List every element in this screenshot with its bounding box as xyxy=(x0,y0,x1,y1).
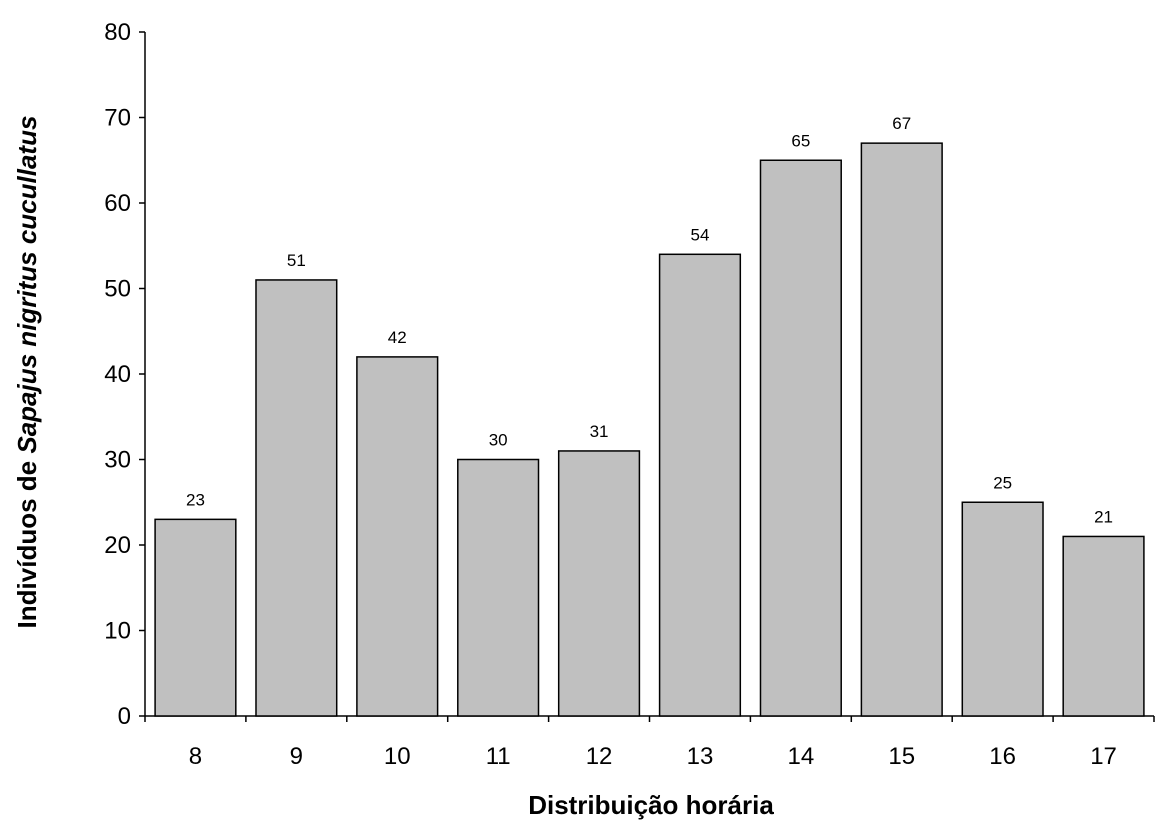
x-tick-label-13: 13 xyxy=(687,743,714,770)
y-axis-title: Indivíduos de Sapajus nigritus cucullatu… xyxy=(12,116,42,629)
y-tick-label: 10 xyxy=(104,618,131,645)
y-tick-label: 20 xyxy=(104,532,131,559)
y-axis: 0 10 20 30 40 50 60 70 80 xyxy=(104,19,146,730)
y-tick-label: 0 xyxy=(118,703,131,730)
data-label-14: 65 xyxy=(791,131,810,150)
y-tick-label: 50 xyxy=(104,276,131,303)
x-tick-label-12: 12 xyxy=(586,743,613,770)
x-tick-label-16: 16 xyxy=(989,743,1016,770)
bar-16 xyxy=(961,501,1044,717)
data-label-10: 42 xyxy=(388,328,407,347)
bar-12 xyxy=(557,450,641,717)
bar-10 xyxy=(356,356,439,717)
x-tick-label-9: 9 xyxy=(290,743,303,770)
y-tick-label: 30 xyxy=(104,447,131,474)
data-label-9: 51 xyxy=(287,251,306,270)
bar-14 xyxy=(759,159,842,717)
x-tick-label-14: 14 xyxy=(787,743,814,770)
x-tick-label-17: 17 xyxy=(1090,743,1117,770)
data-label-15: 67 xyxy=(892,114,911,133)
bar-8 xyxy=(154,518,237,717)
data-labels: 23 51 42 30 31 54 65 67 25 21 xyxy=(186,114,1113,526)
y-tick-label: 40 xyxy=(104,361,131,388)
x-tick-label-8: 8 xyxy=(189,743,202,770)
x-axis: 8 9 10 11 12 13 14 15 16 17 xyxy=(144,715,1155,770)
bar-9 xyxy=(255,279,338,717)
bar-13 xyxy=(658,253,742,717)
y-tick-label: 80 xyxy=(104,19,131,46)
data-label-12: 31 xyxy=(590,422,609,441)
data-label-16: 25 xyxy=(993,473,1012,492)
x-tick-label-11: 11 xyxy=(486,743,511,770)
x-axis-title: Distribuição horária xyxy=(528,790,774,820)
x-tick-label-10: 10 xyxy=(384,743,411,770)
y-tick-label: 60 xyxy=(104,190,131,217)
data-label-8: 23 xyxy=(186,490,205,509)
bars xyxy=(154,142,1145,717)
bar-15 xyxy=(860,142,943,717)
data-label-17: 21 xyxy=(1094,507,1113,526)
x-tick-label-15: 15 xyxy=(888,743,915,770)
bar-17 xyxy=(1062,535,1145,717)
bar-11 xyxy=(457,458,540,717)
data-label-13: 54 xyxy=(690,225,709,244)
y-tick-label: 70 xyxy=(104,105,131,132)
data-label-11: 30 xyxy=(489,431,508,450)
